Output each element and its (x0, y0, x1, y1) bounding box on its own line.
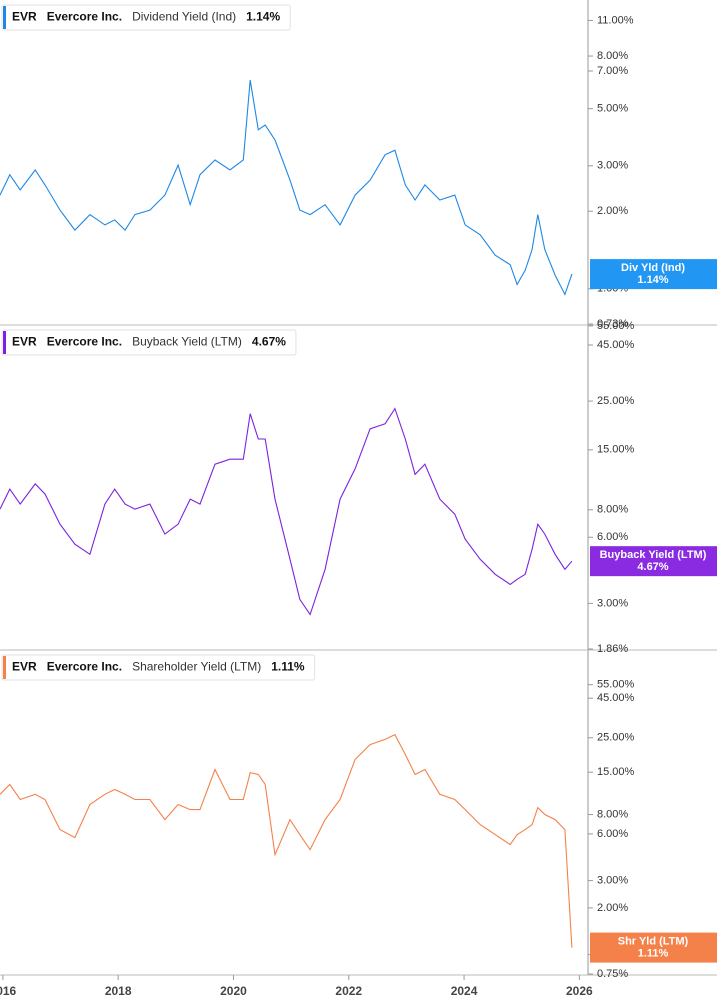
legend-series-name: Dividend Yield (Ind) (132, 10, 236, 24)
x-tick-label: 2022 (335, 984, 362, 998)
series-line (0, 80, 573, 296)
y-tick-label: 8.00% (597, 504, 628, 516)
y-tick-label: 25.00% (597, 732, 635, 744)
y-tick-label: 6.00% (597, 828, 628, 840)
legend-company: Evercore Inc. (47, 660, 122, 674)
series-line (0, 407, 573, 616)
value-tag (590, 932, 717, 963)
value-tag-name: Buyback Yield (LTM) (600, 549, 707, 561)
legend-value: 1.11% (271, 660, 305, 674)
y-tick-label: 2.00% (597, 205, 628, 217)
y-tick-label: 55.00% (597, 679, 635, 691)
legend-company: Evercore Inc. (47, 10, 122, 24)
y-tick-label: 7.00% (597, 65, 628, 77)
value-tag-value: 4.67% (637, 561, 668, 573)
x-tick-label: 2026 (566, 984, 593, 998)
value-tag-name: Div Yld (Ind) (621, 262, 685, 274)
y-tick-label: 45.00% (597, 339, 635, 351)
legend-box (1, 329, 297, 356)
legend-ticker: EVR (12, 660, 37, 674)
legend-ticker: EVR (12, 335, 37, 349)
value-tag-value: 1.11% (638, 947, 669, 959)
y-tick-label: 11.00% (597, 14, 634, 26)
x-tick-label: 2020 (220, 984, 247, 998)
y-tick-label: 3.00% (597, 160, 628, 172)
legend: EVR Evercore Inc. Buyback Yield (LTM) 4.67% (1, 329, 297, 356)
y-tick-label: 15.00% (597, 444, 635, 456)
y-tick-label: 5.00% (597, 103, 628, 115)
legend-value: 1.14% (246, 10, 280, 24)
y-tick-label: 0.73% (597, 318, 628, 330)
value-tag-name: Shr Yld (LTM) (618, 935, 689, 947)
legend-swatch (3, 656, 6, 679)
y-tick-label: 55.00% (597, 320, 635, 332)
y-tick-label: 8.00% (597, 808, 628, 820)
legend-box (1, 654, 316, 681)
x-tick-label: 2024 (451, 984, 478, 998)
legend-value: 4.67% (252, 335, 286, 349)
y-tick-label: 0.75% (597, 968, 628, 980)
y-tick-label: 15.00% (597, 766, 635, 778)
legend-series-name: Shareholder Yield (LTM) (132, 660, 261, 674)
legend-box (1, 4, 291, 31)
y-tick-label: 2.00% (597, 902, 628, 914)
y-tick-label: 25.00% (597, 395, 635, 407)
value-tag (590, 546, 717, 577)
value-tag (590, 259, 717, 290)
legend: EVR Evercore Inc. Shareholder Yield (LTM) 1… (1, 654, 316, 681)
y-tick-label: 6.00% (597, 531, 628, 543)
legend-company: Evercore Inc. (47, 335, 122, 349)
legend: EVR Evercore Inc. Dividend Yield (Ind) 1.14… (1, 4, 291, 31)
series-line (0, 733, 573, 948)
legend-swatch (3, 6, 6, 29)
legend-ticker: EVR (12, 10, 37, 24)
x-tick-label: 2016 (0, 984, 17, 998)
value-tag-value: 1.14% (637, 274, 668, 286)
legend-series-name: Buyback Yield (LTM) (132, 335, 242, 349)
legend-swatch (3, 331, 6, 354)
y-tick-label: 3.00% (597, 875, 628, 887)
y-tick-label: 1.86% (597, 643, 628, 655)
y-tick-label: 3.00% (597, 597, 628, 609)
x-tick-label: 2018 (105, 984, 132, 998)
y-tick-label: 8.00% (597, 50, 628, 62)
y-tick-label: 45.00% (597, 692, 635, 704)
